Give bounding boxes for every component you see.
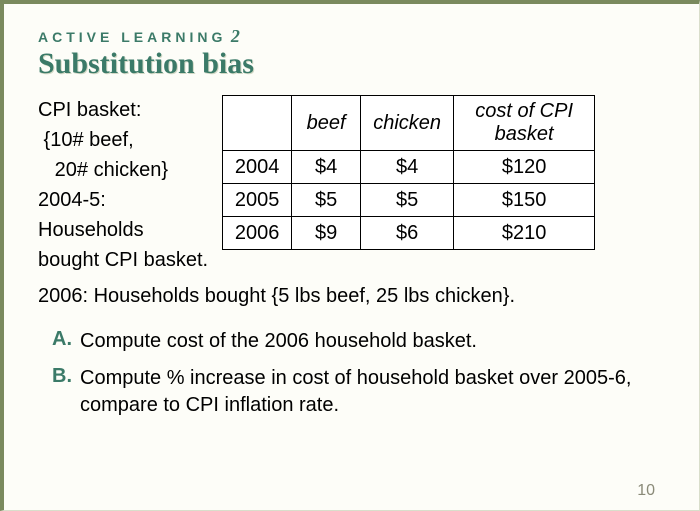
content-row: CPI basket: {10# beef, 20# chicken} 2004…: [38, 93, 665, 275]
question-a-label: A.: [52, 328, 80, 355]
cell-chicken: $5: [361, 184, 454, 217]
left-l3: 20# chicken}: [38, 159, 168, 181]
cell-chicken: $6: [361, 217, 454, 250]
cell-year: 2005: [223, 184, 292, 217]
th-blank: [223, 96, 292, 151]
question-a-text: Compute cost of the 2006 household baske…: [80, 328, 477, 355]
left-l5: Households: [38, 219, 144, 241]
question-list: A. Compute cost of the 2006 household ba…: [52, 328, 665, 419]
slide-inner: ACTIVE LEARNING 2 Substitution bias CPI …: [38, 26, 665, 510]
th-chicken: chicken: [361, 96, 454, 151]
cell-year: 2006: [223, 217, 292, 250]
left-l2: {10# beef,: [38, 129, 134, 151]
cell-cost: $210: [454, 217, 595, 250]
kicker-text: ACTIVE LEARNING: [38, 29, 226, 45]
table-row: 2005 $5 $5 $150: [223, 184, 595, 217]
cell-year: 2004: [223, 151, 292, 184]
slide: ACTIVE LEARNING 2 Substitution bias CPI …: [0, 0, 700, 511]
cell-beef: $4: [292, 151, 361, 184]
question-b: B. Compute % increase in cost of househo…: [52, 365, 665, 419]
left-l1: CPI basket:: [38, 99, 141, 121]
line-2006: 2006: Households bought {5 lbs beef, 25 …: [38, 285, 665, 308]
question-b-label: B.: [52, 365, 80, 419]
left-l6: bought CPI basket.: [38, 249, 208, 271]
cell-cost: $120: [454, 151, 595, 184]
left-l4: 2004-5:: [38, 189, 106, 211]
cell-chicken: $4: [361, 151, 454, 184]
slide-kicker: ACTIVE LEARNING 2: [38, 26, 665, 47]
cell-beef: $9: [292, 217, 361, 250]
left-text-block: CPI basket: {10# beef, 20# chicken} 2004…: [38, 93, 208, 275]
table-row: 2006 $9 $6 $210: [223, 217, 595, 250]
th-cost-text: cost of CPI basket: [475, 100, 573, 145]
table-header-row: beef chicken cost of CPI basket: [223, 96, 595, 151]
cell-cost: $150: [454, 184, 595, 217]
cell-beef: $5: [292, 184, 361, 217]
page-number: 10: [637, 482, 655, 500]
slide-title: Substitution bias: [38, 47, 665, 81]
th-cost: cost of CPI basket: [454, 96, 595, 151]
table-row: 2004 $4 $4 $120: [223, 151, 595, 184]
kicker-number: 2: [226, 26, 240, 46]
question-a: A. Compute cost of the 2006 household ba…: [52, 328, 665, 355]
th-beef: beef: [292, 96, 361, 151]
price-table: beef chicken cost of CPI basket 2004 $4 …: [222, 95, 595, 250]
question-b-text: Compute % increase in cost of household …: [80, 365, 665, 419]
